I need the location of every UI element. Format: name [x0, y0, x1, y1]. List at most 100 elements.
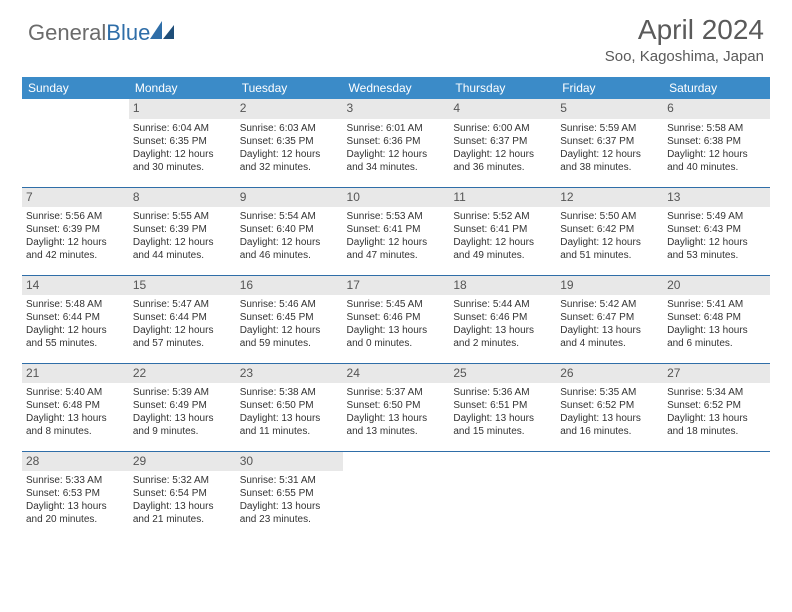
- calendar-cell: 11Sunrise: 5:52 AMSunset: 6:41 PMDayligh…: [449, 187, 556, 275]
- day-details: Sunrise: 5:38 AMSunset: 6:50 PMDaylight:…: [240, 386, 339, 438]
- calendar-cell: 4 Sunrise: 6:00 AMSunset: 6:37 PMDaylight…: [449, 99, 556, 187]
- day-number: 8: [129, 188, 236, 208]
- calendar-cell: 8Sunrise: 5:55 AMSunset: 6:39 PMDaylight…: [129, 187, 236, 275]
- day-number: 3: [343, 99, 450, 119]
- day-number: 16: [236, 276, 343, 296]
- calendar-cell: 7Sunrise: 5:56 AMSunset: 6:39 PMDaylight…: [22, 187, 129, 275]
- logo-text: GeneralBlue: [28, 20, 150, 46]
- calendar-row: 14Sunrise: 5:48 AMSunset: 6:44 PMDayligh…: [22, 275, 770, 363]
- calendar-cell: 10Sunrise: 5:53 AMSunset: 6:41 PMDayligh…: [343, 187, 450, 275]
- calendar-cell: 23Sunrise: 5:38 AMSunset: 6:50 PMDayligh…: [236, 363, 343, 451]
- logo: GeneralBlue: [28, 14, 174, 46]
- day-number: 13: [663, 188, 770, 208]
- day-number: 11: [449, 188, 556, 208]
- weekday-header-row: SundayMondayTuesdayWednesdayThursdayFrid…: [22, 77, 770, 99]
- day-details: Sunrise: 5:32 AMSunset: 6:54 PMDaylight:…: [133, 474, 232, 526]
- day-number: 25: [449, 364, 556, 384]
- day-number: 24: [343, 364, 450, 384]
- weekday-header: Sunday: [22, 77, 129, 99]
- day-details: Sunrise: 6:00 AMSunset: 6:37 PMDaylight:…: [453, 122, 552, 174]
- calendar-cell: [22, 99, 129, 187]
- calendar-cell: 29Sunrise: 5:32 AMSunset: 6:54 PMDayligh…: [129, 451, 236, 539]
- weekday-header: Wednesday: [343, 77, 450, 99]
- calendar-body: 1 Sunrise: 6:04 AMSunset: 6:35 PMDaylight…: [22, 99, 770, 539]
- day-number: 2: [236, 99, 343, 119]
- day-details: Sunrise: 5:39 AMSunset: 6:49 PMDaylight:…: [133, 386, 232, 438]
- day-details: Sunrise: 5:56 AMSunset: 6:39 PMDaylight:…: [26, 210, 125, 262]
- day-details: Sunrise: 5:36 AMSunset: 6:51 PMDaylight:…: [453, 386, 552, 438]
- day-details: Sunrise: 5:52 AMSunset: 6:41 PMDaylight:…: [453, 210, 552, 262]
- day-details: Sunrise: 5:55 AMSunset: 6:39 PMDaylight:…: [133, 210, 232, 262]
- day-number: 28: [22, 452, 129, 472]
- day-details: Sunrise: 5:44 AMSunset: 6:46 PMDaylight:…: [453, 298, 552, 350]
- day-number: 20: [663, 276, 770, 296]
- day-number: 30: [236, 452, 343, 472]
- day-details: Sunrise: 5:54 AMSunset: 6:40 PMDaylight:…: [240, 210, 339, 262]
- day-details: Sunrise: 5:58 AMSunset: 6:38 PMDaylight:…: [667, 122, 766, 174]
- day-details: Sunrise: 6:04 AMSunset: 6:35 PMDaylight:…: [133, 122, 232, 174]
- calendar-cell: 28Sunrise: 5:33 AMSunset: 6:53 PMDayligh…: [22, 451, 129, 539]
- calendar-row: 7Sunrise: 5:56 AMSunset: 6:39 PMDaylight…: [22, 187, 770, 275]
- calendar-cell: 22Sunrise: 5:39 AMSunset: 6:49 PMDayligh…: [129, 363, 236, 451]
- day-number: 15: [129, 276, 236, 296]
- sail-icon: [150, 21, 174, 39]
- day-number: 14: [22, 276, 129, 296]
- calendar-table: SundayMondayTuesdayWednesdayThursdayFrid…: [22, 77, 770, 539]
- calendar-cell: 27Sunrise: 5:34 AMSunset: 6:52 PMDayligh…: [663, 363, 770, 451]
- day-number: 5: [556, 99, 663, 119]
- calendar-cell: 5 Sunrise: 5:59 AMSunset: 6:37 PMDaylight…: [556, 99, 663, 187]
- logo-text-general: General: [28, 20, 106, 45]
- weekday-header: Monday: [129, 77, 236, 99]
- calendar-cell: 24Sunrise: 5:37 AMSunset: 6:50 PMDayligh…: [343, 363, 450, 451]
- day-number: 4: [449, 99, 556, 119]
- day-number: 7: [22, 188, 129, 208]
- day-number: 9: [236, 188, 343, 208]
- day-number: 17: [343, 276, 450, 296]
- day-number: 26: [556, 364, 663, 384]
- calendar-cell: [343, 451, 450, 539]
- day-details: Sunrise: 5:50 AMSunset: 6:42 PMDaylight:…: [560, 210, 659, 262]
- day-details: Sunrise: 5:31 AMSunset: 6:55 PMDaylight:…: [240, 474, 339, 526]
- day-details: Sunrise: 5:33 AMSunset: 6:53 PMDaylight:…: [26, 474, 125, 526]
- calendar-cell: 15Sunrise: 5:47 AMSunset: 6:44 PMDayligh…: [129, 275, 236, 363]
- day-number: 10: [343, 188, 450, 208]
- day-details: Sunrise: 5:48 AMSunset: 6:44 PMDaylight:…: [26, 298, 125, 350]
- calendar-cell: 6Sunrise: 5:58 AMSunset: 6:38 PMDaylight…: [663, 99, 770, 187]
- calendar-cell: 26Sunrise: 5:35 AMSunset: 6:52 PMDayligh…: [556, 363, 663, 451]
- calendar-cell: [663, 451, 770, 539]
- calendar-cell: 16Sunrise: 5:46 AMSunset: 6:45 PMDayligh…: [236, 275, 343, 363]
- day-details: Sunrise: 5:59 AMSunset: 6:37 PMDaylight:…: [560, 122, 659, 174]
- weekday-header: Friday: [556, 77, 663, 99]
- calendar-cell: 1 Sunrise: 6:04 AMSunset: 6:35 PMDaylight…: [129, 99, 236, 187]
- calendar-row: 28Sunrise: 5:33 AMSunset: 6:53 PMDayligh…: [22, 451, 770, 539]
- location: Soo, Kagoshima, Japan: [605, 48, 764, 65]
- weekday-header: Thursday: [449, 77, 556, 99]
- calendar-cell: 19Sunrise: 5:42 AMSunset: 6:47 PMDayligh…: [556, 275, 663, 363]
- calendar-cell: 21Sunrise: 5:40 AMSunset: 6:48 PMDayligh…: [22, 363, 129, 451]
- day-number: 1: [129, 99, 236, 119]
- calendar-cell: [556, 451, 663, 539]
- day-number: 22: [129, 364, 236, 384]
- day-details: Sunrise: 6:01 AMSunset: 6:36 PMDaylight:…: [347, 122, 446, 174]
- day-number: 27: [663, 364, 770, 384]
- day-details: Sunrise: 5:47 AMSunset: 6:44 PMDaylight:…: [133, 298, 232, 350]
- day-details: Sunrise: 5:49 AMSunset: 6:43 PMDaylight:…: [667, 210, 766, 262]
- day-number: 12: [556, 188, 663, 208]
- day-details: Sunrise: 5:53 AMSunset: 6:41 PMDaylight:…: [347, 210, 446, 262]
- day-details: Sunrise: 5:46 AMSunset: 6:45 PMDaylight:…: [240, 298, 339, 350]
- day-details: Sunrise: 5:35 AMSunset: 6:52 PMDaylight:…: [560, 386, 659, 438]
- calendar-cell: [449, 451, 556, 539]
- calendar-row: 1 Sunrise: 6:04 AMSunset: 6:35 PMDaylight…: [22, 99, 770, 187]
- day-details: Sunrise: 5:42 AMSunset: 6:47 PMDaylight:…: [560, 298, 659, 350]
- calendar-cell: 25Sunrise: 5:36 AMSunset: 6:51 PMDayligh…: [449, 363, 556, 451]
- calendar-cell: 30Sunrise: 5:31 AMSunset: 6:55 PMDayligh…: [236, 451, 343, 539]
- calendar-cell: 2Sunrise: 6:03 AMSunset: 6:35 PMDaylight…: [236, 99, 343, 187]
- calendar-cell: 17Sunrise: 5:45 AMSunset: 6:46 PMDayligh…: [343, 275, 450, 363]
- calendar-cell: 3 Sunrise: 6:01 AMSunset: 6:36 PMDaylight…: [343, 99, 450, 187]
- title-block: April 2024 Soo, Kagoshima, Japan: [605, 14, 764, 65]
- day-number: 21: [22, 364, 129, 384]
- day-details: Sunrise: 5:40 AMSunset: 6:48 PMDaylight:…: [26, 386, 125, 438]
- header: GeneralBlue April 2024 Soo, Kagoshima, J…: [0, 0, 792, 69]
- day-details: Sunrise: 5:45 AMSunset: 6:46 PMDaylight:…: [347, 298, 446, 350]
- month-title: April 2024: [605, 14, 764, 46]
